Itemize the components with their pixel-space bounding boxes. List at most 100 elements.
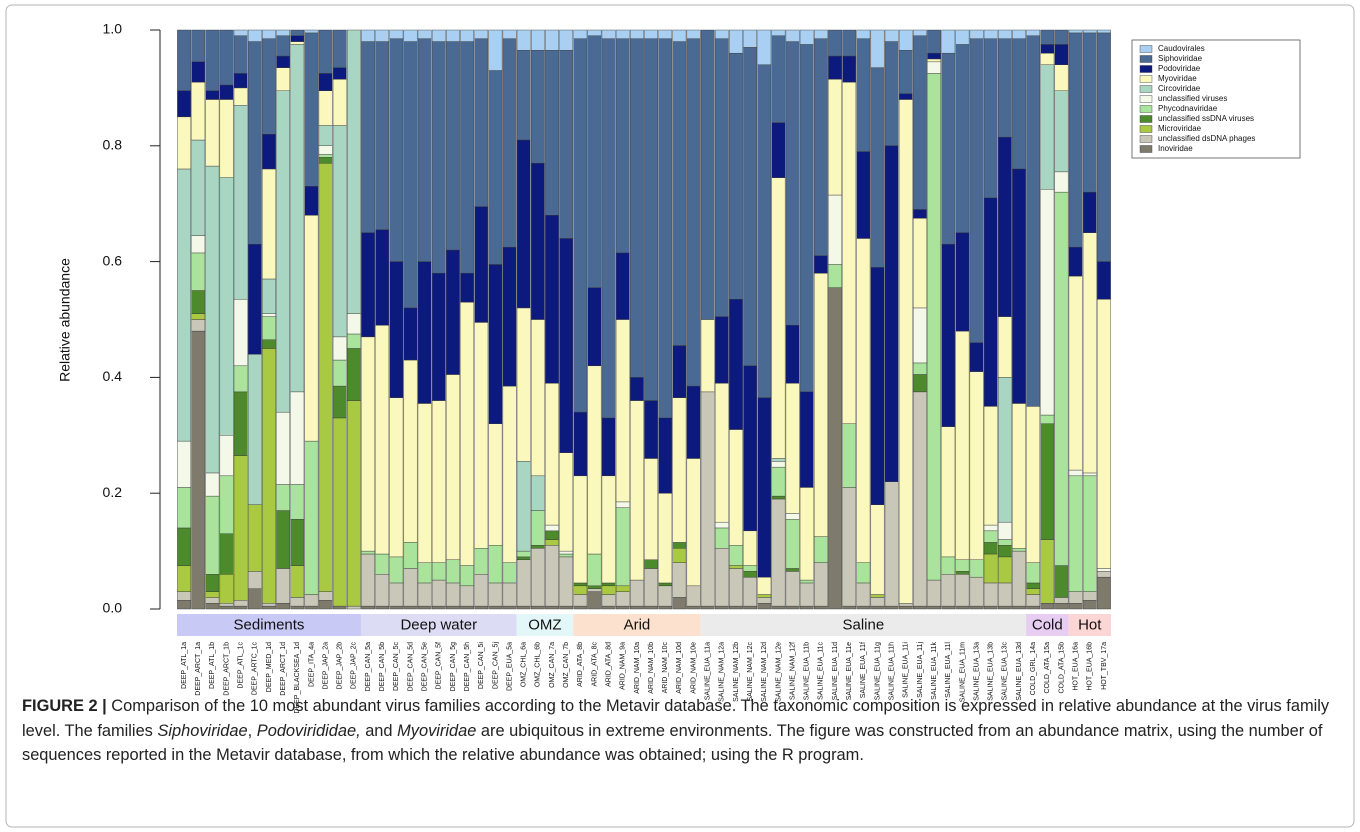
bar-segment [955,330,970,560]
bar-segment [842,423,857,488]
bar-segment [361,232,375,338]
caption-text: and [360,721,398,740]
bar-segment [913,307,927,364]
x-tick-label: ARID_NAM_10a [634,642,641,694]
bar-segment [177,487,191,529]
bar-segment [431,400,446,563]
bar-segment [573,38,588,413]
bar-segment [799,29,814,45]
legend-swatch [1139,115,1153,123]
bar-segment [318,90,333,126]
bar-segment [247,41,262,245]
caption-text: Myoviridae [397,721,477,740]
bar-segment [1040,29,1055,45]
bar-segment [1054,603,1069,610]
bar-segment [177,440,191,488]
bar-segment [714,38,729,317]
x-tick-label: DEEP_BLACKSEA_1d [294,642,301,714]
bar-segment [1068,591,1083,604]
bar-segment [644,38,658,401]
x-tick-label: ARID_NAM_10e [690,642,697,694]
bar-segment [644,605,658,610]
bar-segment [332,359,347,387]
bar-segment [559,550,574,555]
bar-segment [1097,32,1111,262]
bar-segment [785,519,800,569]
bar-segment [276,568,291,604]
x-tick-label: DEEP_JAP_2a [322,642,329,690]
bar-segment [757,64,772,398]
bar-segment [318,73,333,91]
bar-segment [389,29,404,39]
bar-segment [785,29,800,42]
bar-segment [276,510,291,569]
bar-segment [502,605,517,610]
bar-segment [1054,90,1069,173]
bar-segment [516,461,531,552]
bar-segment [417,605,432,610]
bar-segment [219,605,234,610]
bar-segment [828,264,842,288]
bar-segment [375,605,390,610]
bar-segment [205,99,220,167]
bar-segment [601,594,616,607]
bar-segment [842,605,857,610]
x-tick-label: ARID_ATA_8b [577,642,584,687]
bar-segment [191,81,206,141]
x-tick-label: SALINE_EUA_11c [818,642,825,700]
bar-segment [983,38,998,199]
x-tick-label: DEEP_ITA_4a [308,642,315,687]
bar-segment [488,70,503,265]
legend-swatch [1139,85,1153,93]
bar-segment [927,579,941,607]
bar-segment [474,605,489,610]
bar-segment [644,29,658,39]
bar-segment [672,345,687,398]
x-tick-label: OMZ_CAN_7b [563,642,570,688]
bar-segment [332,29,347,68]
bar-segment [870,605,885,610]
bar-segment [446,582,460,607]
bar-segment [686,458,701,587]
bar-segment [969,38,984,343]
bar-segment [870,594,885,598]
bar-segment [389,38,404,262]
bar-segment [870,504,885,595]
bar-segment [219,29,234,86]
x-tick-label: SALINE_EUA_11h [888,642,895,700]
bar-segment [1026,562,1041,584]
bar-segment [262,168,276,280]
bar-segment [672,542,687,549]
bar-segment [177,591,191,601]
bar-segment [630,605,644,610]
bar-segment [700,605,715,610]
bar-segment [460,272,474,303]
bar-segment [828,79,842,196]
bar-segment [219,435,234,477]
bar-segment [828,55,842,80]
bar-segment [318,29,333,74]
bar-segment [347,605,361,610]
bar-segment [856,238,871,563]
legend-label: unclassified viruses [1158,94,1227,103]
x-tick-label: SALINE_EUA_11d [832,642,839,700]
bar-segment [1026,605,1041,610]
bar-segment [530,605,545,610]
bar-segment [997,545,1012,558]
bar-segment [969,342,984,372]
bar-segment [559,556,574,607]
bar-segment [233,600,248,607]
bar-segment [913,391,927,607]
bar-segment [601,585,616,595]
legend-swatch [1139,95,1153,103]
legend-swatch [1139,75,1153,83]
bar-segment [177,29,191,91]
bar-segment [771,458,786,462]
x-tick-label: SALINE_NAM_12d [761,642,768,702]
bar-segment [290,391,305,485]
bar-segment [290,605,305,610]
bar-segment [205,591,220,598]
bar-segment [530,548,545,607]
bar-segment [1082,475,1097,592]
bar-segment [601,475,616,584]
